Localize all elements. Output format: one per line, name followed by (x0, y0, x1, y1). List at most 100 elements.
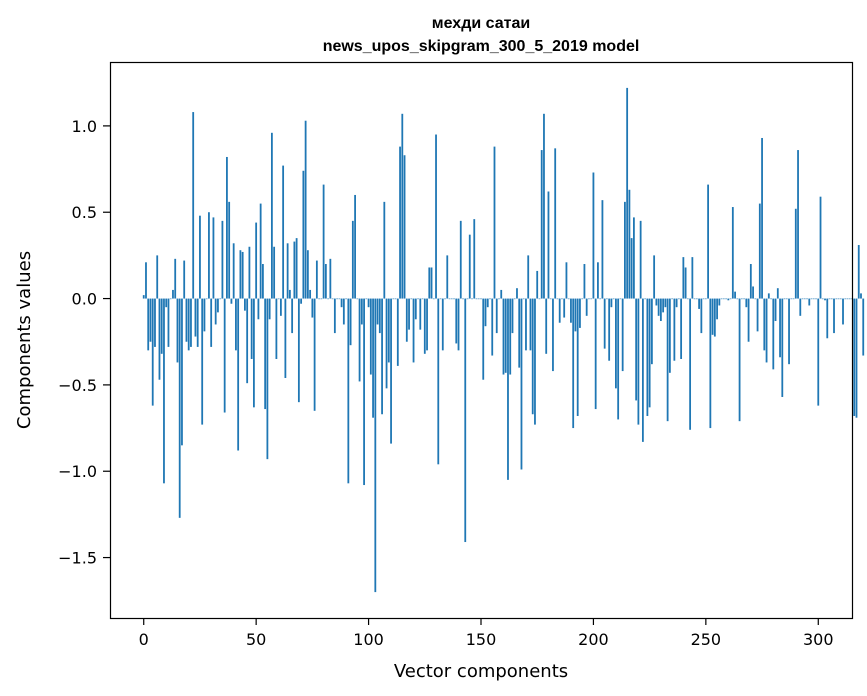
bar (439, 298, 442, 300)
bar (655, 298, 658, 306)
bar (824, 298, 826, 301)
bar (181, 298, 183, 446)
bar (682, 257, 685, 299)
bar (313, 298, 316, 411)
bar (545, 298, 548, 354)
bar (268, 298, 271, 320)
bar (477, 298, 480, 300)
bar (619, 298, 622, 300)
bar (394, 298, 397, 300)
bar (576, 298, 579, 416)
bar (752, 286, 754, 299)
bar (592, 172, 595, 299)
bar (480, 298, 482, 300)
y-tick-label: 1.0 (72, 117, 97, 136)
bar (462, 298, 464, 300)
bar (201, 298, 204, 425)
bar (516, 288, 518, 299)
bar (615, 298, 617, 389)
x-tick-label: 0 (139, 630, 149, 649)
bar (196, 298, 199, 347)
bar (187, 298, 190, 351)
bar (785, 298, 788, 300)
bar (842, 298, 844, 325)
bar (448, 298, 451, 300)
bar (365, 298, 368, 300)
bar (331, 298, 334, 300)
bar (432, 298, 435, 300)
bar (711, 298, 714, 335)
bar (383, 201, 386, 299)
bar (561, 298, 563, 300)
bar (208, 212, 210, 299)
bar (725, 298, 727, 300)
bar (286, 243, 289, 299)
bar (169, 298, 172, 300)
bar (810, 298, 813, 300)
bar (320, 298, 323, 300)
bar (513, 298, 516, 300)
bar (830, 298, 833, 300)
bar (192, 112, 195, 299)
bar (459, 220, 462, 299)
bar (765, 298, 768, 363)
bar (381, 298, 383, 415)
bar (698, 298, 700, 309)
bar (518, 298, 521, 368)
bar (466, 298, 469, 300)
bar (806, 298, 808, 300)
bar (199, 215, 201, 299)
bar (279, 298, 282, 316)
bar (172, 289, 174, 299)
bar (722, 298, 725, 300)
bar (610, 298, 613, 308)
bar (531, 298, 534, 415)
bar (855, 298, 858, 418)
bar (338, 298, 341, 300)
bar (815, 298, 817, 300)
bar (309, 289, 312, 299)
bar (255, 222, 258, 299)
bar (414, 298, 417, 320)
bar (212, 217, 215, 299)
bar (736, 298, 739, 300)
bar (473, 219, 476, 299)
bar (471, 298, 473, 300)
bar (374, 298, 377, 593)
bar (713, 298, 716, 337)
bar (680, 298, 683, 359)
bar (147, 298, 150, 351)
bar (585, 298, 588, 316)
y-tick-label: 0.5 (72, 203, 97, 222)
bar (223, 298, 226, 413)
bar (646, 298, 649, 416)
bar (821, 298, 824, 300)
bar (426, 298, 428, 351)
x-tick-label: 250 (691, 630, 722, 649)
bar (527, 255, 530, 299)
bar (799, 298, 802, 316)
bar (635, 298, 638, 401)
bar (228, 201, 231, 299)
bar (664, 298, 667, 308)
bar (435, 134, 437, 299)
bar (608, 298, 611, 361)
bar (145, 262, 147, 299)
bar (376, 298, 379, 325)
bar (498, 298, 500, 300)
bar (151, 298, 154, 406)
bar (693, 298, 696, 300)
bar (837, 298, 840, 300)
bar (594, 298, 597, 410)
bar (257, 298, 260, 320)
x-tick-label: 200 (578, 630, 609, 649)
bar (671, 298, 674, 300)
bar (405, 298, 408, 342)
bar (318, 298, 321, 300)
bar (776, 288, 779, 299)
bar (617, 298, 620, 420)
bar (174, 258, 177, 299)
bar (745, 298, 748, 308)
bar (783, 298, 786, 300)
